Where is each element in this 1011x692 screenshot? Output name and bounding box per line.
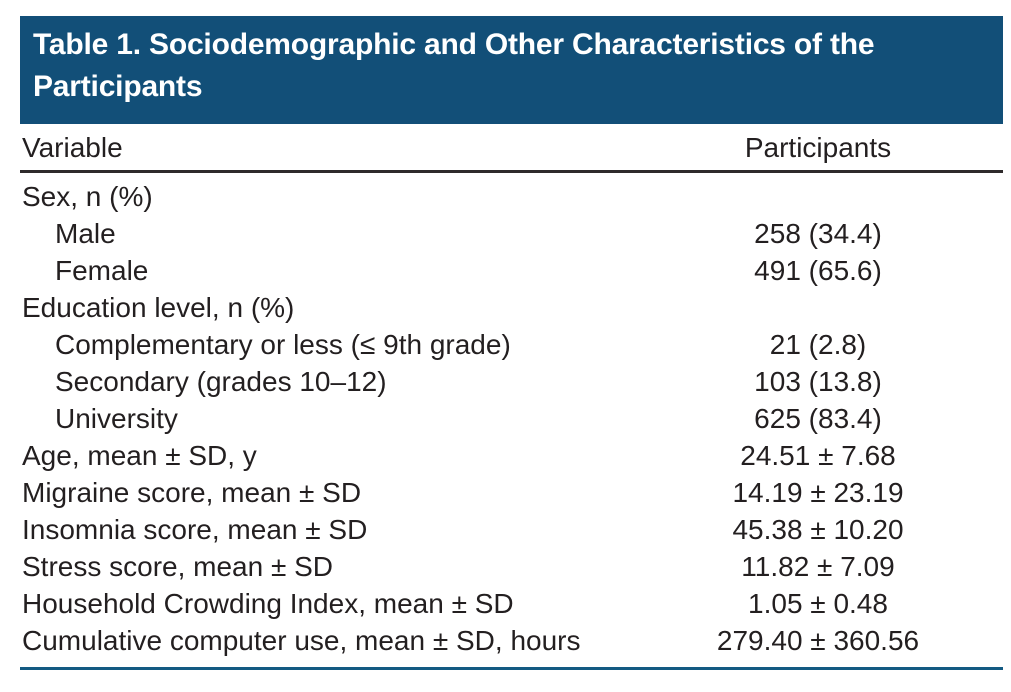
row-label: Female	[55, 255, 149, 286]
column-header-variable: Variable	[22, 132, 123, 163]
table-title-bar: Table 1. Sociodemographic and Other Char…	[20, 16, 1003, 124]
row-label: Male	[55, 218, 116, 249]
table-body: Sex, n (%) Male 258 (34.4) Female 491 (6…	[20, 173, 1003, 659]
row-value: 491 (65.6)	[754, 255, 882, 286]
table-row: Complementary or less (≤ 9th grade) 21 (…	[20, 326, 1003, 363]
row-label: Complementary or less (≤ 9th grade)	[55, 329, 511, 360]
row-value: 279.40 ± 360.56	[716, 625, 920, 656]
table-title-line-2: Participants	[33, 70, 203, 103]
row-value: 45.38 ± 10.20	[732, 514, 904, 545]
row-value: 1.05 ± 0.48	[748, 588, 888, 619]
table-row: Cumulative computer use, mean ± SD, hour…	[20, 622, 1003, 659]
row-label: Sex, n (%)	[22, 181, 153, 212]
row-label: Secondary (grades 10–12)	[55, 366, 387, 397]
table-row: Insomnia score, mean ± SD 45.38 ± 10.20	[20, 511, 1003, 548]
row-label: University	[55, 403, 178, 434]
row-value: 103 (13.8)	[754, 366, 882, 397]
characteristics-table: Variable Participants Sex, n (%) Male 25…	[20, 124, 1003, 670]
table-row: Sex, n (%)	[20, 178, 1003, 215]
table-row: Education level, n (%)	[20, 289, 1003, 326]
table-bottom-rule	[20, 667, 1003, 670]
row-value: 21 (2.8)	[769, 329, 867, 360]
row-value: 14.19 ± 23.19	[732, 477, 904, 508]
row-label: Insomnia score, mean ± SD	[22, 514, 368, 545]
table-row: Migraine score, mean ± SD 14.19 ± 23.19	[20, 474, 1003, 511]
table-row: Female 491 (65.6)	[20, 252, 1003, 289]
table-row: University 625 (83.4)	[20, 400, 1003, 437]
row-value: 24.51 ± 7.68	[740, 440, 896, 471]
row-label: Age, mean ± SD, y	[22, 440, 257, 471]
table-row: Male 258 (34.4)	[20, 215, 1003, 252]
row-value: 258 (34.4)	[754, 218, 882, 249]
row-value: 11.82 ± 7.09	[741, 551, 895, 582]
column-header-row: Variable Participants	[20, 124, 1003, 173]
column-header-participants: Participants	[744, 132, 892, 163]
row-label: Household Crowding Index, mean ± SD	[22, 588, 514, 619]
table-title-line-1: Table 1. Sociodemographic and Other Char…	[33, 28, 875, 61]
table-row: Stress score, mean ± SD 11.82 ± 7.09	[20, 548, 1003, 585]
row-label: Stress score, mean ± SD	[22, 551, 334, 582]
table-row: Household Crowding Index, mean ± SD 1.05…	[20, 585, 1003, 622]
table-row: Age, mean ± SD, y 24.51 ± 7.68	[20, 437, 1003, 474]
row-label: Migraine score, mean ± SD	[22, 477, 362, 508]
row-label: Education level, n (%)	[22, 292, 295, 323]
row-label: Cumulative computer use, mean ± SD, hour…	[22, 625, 581, 656]
table-row: Secondary (grades 10–12) 103 (13.8)	[20, 363, 1003, 400]
row-value: 625 (83.4)	[754, 403, 882, 434]
